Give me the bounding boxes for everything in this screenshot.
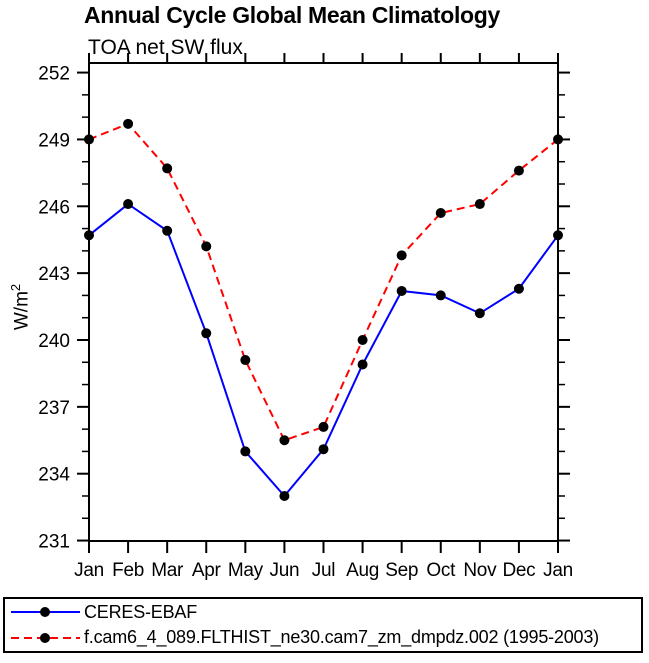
data-point-marker — [84, 134, 94, 145]
data-point-marker — [357, 334, 368, 345]
legend-marker-icon — [40, 607, 50, 618]
y-tick-label: 237 — [38, 398, 70, 419]
data-point-marker — [396, 250, 407, 261]
data-point-marker — [123, 199, 134, 210]
legend: CERES-EBAF f.cam6_4_089.FLTHIST_ne30.cam7… — [3, 597, 643, 653]
x-tick-label: Oct — [426, 560, 456, 581]
legend-item: CERES-EBAF — [10, 600, 641, 624]
data-point-marker — [240, 446, 251, 457]
x-tick-label: Dec — [502, 560, 535, 581]
y-tick-label: 246 — [38, 197, 70, 218]
legend-marker-icon — [40, 632, 50, 643]
legend-label: f.cam6_4_089.FLTHIST_ne30.cam7_zm_dmpdz.… — [84, 627, 599, 648]
x-tick-label: Mar — [151, 560, 184, 581]
data-point-marker — [435, 207, 446, 218]
data-point-marker — [279, 435, 290, 446]
data-point-marker — [396, 285, 407, 296]
legend-line-sample — [11, 632, 80, 643]
legend-item: f.cam6_4_089.FLTHIST_ne30.cam7_zm_dmpdz.… — [10, 626, 641, 650]
x-tick-label: May — [228, 560, 264, 581]
legend-line-sample — [11, 607, 80, 618]
data-point-marker — [84, 230, 94, 241]
data-point-marker — [553, 230, 563, 241]
series-line-1 — [88, 122, 559, 442]
data-point-marker — [240, 355, 251, 366]
data-point-marker — [318, 421, 329, 432]
data-point-marker — [123, 118, 134, 129]
x-tick-label: Feb — [112, 560, 144, 581]
data-point-marker — [474, 199, 485, 210]
x-tick-label: Jan — [74, 560, 104, 581]
plot-area: Jan Feb Mar Apr May Jun Jul Aug Sep Oct Nov Dec Jan2… — [38, 53, 573, 581]
chart-subtitle: TOA net SW flux — [88, 36, 243, 59]
x-tick-label: Nov — [463, 560, 497, 581]
y-tick-label: 243 — [38, 264, 70, 285]
x-tick-label: Sep — [385, 560, 418, 581]
y-tick-label: 252 — [38, 64, 70, 85]
data-point-marker — [162, 225, 173, 236]
data-point-marker — [474, 308, 485, 319]
data-point-marker — [318, 444, 329, 455]
y-tick-label: 234 — [38, 465, 70, 486]
x-tick-label: Apr — [192, 560, 222, 581]
x-tick-label: Aug — [346, 560, 379, 581]
y-tick-label: 240 — [38, 331, 70, 352]
data-point-marker — [162, 163, 173, 174]
chart-title: Annual Cycle Global Mean Climatology — [84, 2, 501, 28]
y-tick-label: 249 — [38, 130, 70, 151]
y-tick-label: 231 — [38, 532, 70, 553]
data-point-marker — [513, 283, 524, 294]
data-point-marker — [435, 290, 446, 301]
legend-label: CERES-EBAF — [84, 601, 198, 622]
plot-frame — [88, 62, 559, 542]
data-point-marker — [553, 134, 563, 145]
data-point-marker — [201, 328, 212, 339]
data-point-marker — [201, 241, 212, 252]
data-point-marker — [279, 490, 290, 501]
x-tick-label: Jan — [543, 560, 573, 581]
x-tick-label: Jun — [270, 560, 300, 581]
data-point-marker — [513, 165, 524, 176]
x-tick-label: Jul — [312, 560, 335, 581]
data-point-marker — [357, 359, 368, 370]
